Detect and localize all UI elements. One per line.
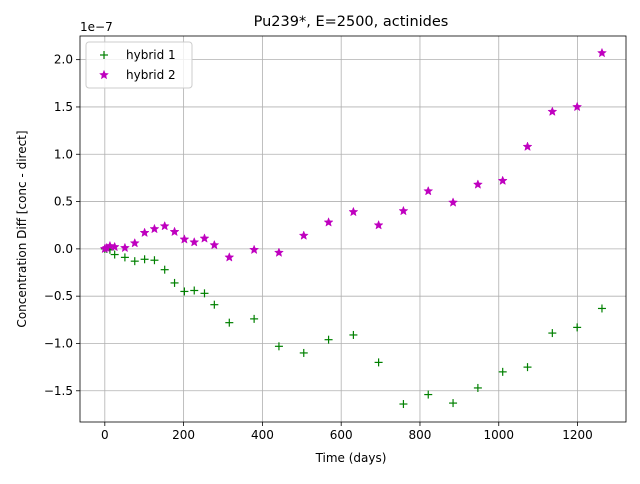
data-point <box>209 239 220 250</box>
data-point <box>189 236 200 247</box>
data-point <box>129 237 140 248</box>
x-tick-label: 0 <box>101 428 109 442</box>
y-tick-label: 2.0 <box>54 53 73 67</box>
data-point <box>119 242 130 253</box>
data-point <box>573 323 582 332</box>
data-point <box>130 257 139 266</box>
data-point <box>348 206 359 217</box>
data-point <box>398 205 409 216</box>
data-point <box>399 400 408 409</box>
data-point <box>139 227 150 238</box>
data-point <box>449 399 458 408</box>
data-point <box>159 220 170 231</box>
x-axis-label: Time (days) <box>315 451 387 465</box>
data-point <box>324 335 333 344</box>
data-point <box>597 304 606 313</box>
x-tick-label: 1000 <box>483 428 514 442</box>
data-point <box>200 289 209 298</box>
data-point <box>472 179 483 189</box>
data-point <box>349 330 358 339</box>
legend-frame <box>85 41 193 89</box>
data-point <box>149 223 160 234</box>
data-point <box>179 234 190 244</box>
data-point <box>104 240 115 251</box>
y-tick-label: 0.5 <box>54 195 73 209</box>
data-point <box>169 226 180 237</box>
data-point <box>497 175 508 186</box>
x-tick-label: 800 <box>409 428 432 442</box>
data-point <box>473 383 482 392</box>
series-2 <box>99 47 607 262</box>
y-tick-label: 0.0 <box>54 242 73 256</box>
x-tick-label: 400 <box>251 428 274 442</box>
legend-marker <box>100 51 108 59</box>
axes <box>79 35 627 423</box>
grid <box>80 36 626 422</box>
data-point <box>299 348 308 357</box>
data-point <box>199 233 210 243</box>
legend-marker <box>98 69 110 80</box>
y-axis-label: Concentration Diff [conc - direct] <box>15 130 29 327</box>
data-point <box>120 253 129 262</box>
legend: hybrid 1 hybrid 2 <box>85 41 193 89</box>
data-point <box>140 255 149 264</box>
data-point <box>572 101 583 112</box>
data-point <box>498 367 507 376</box>
data-point <box>249 244 260 255</box>
data-point <box>548 329 557 338</box>
x-tick-label: 200 <box>172 428 195 442</box>
data-point <box>298 230 309 240</box>
data-point <box>423 185 434 196</box>
data-point <box>374 358 383 367</box>
data-point <box>224 252 235 262</box>
data-point <box>109 241 120 252</box>
y-offset-label: 1e−7 <box>80 20 113 34</box>
chart-title: Pu239*, E=2500, actinides <box>254 14 449 30</box>
x-tick-label: 600 <box>330 428 353 442</box>
data-point <box>522 141 533 151</box>
plot-frame <box>79 35 627 423</box>
y-tick-label: 1.5 <box>54 100 73 114</box>
data-point <box>547 106 558 116</box>
data-point <box>160 265 169 274</box>
y-tick-label: −0.5 <box>44 289 73 303</box>
data-point <box>273 247 284 257</box>
data-point <box>596 47 607 58</box>
data-point <box>150 256 159 265</box>
data-point <box>323 217 334 227</box>
data-point <box>250 314 259 323</box>
data-point <box>448 197 459 207</box>
legend-label: hybrid 1 <box>126 48 176 62</box>
x-tick-label: 1200 <box>562 428 593 442</box>
legend-label: hybrid 2 <box>126 68 176 82</box>
data-point <box>274 342 283 351</box>
data-point <box>210 300 219 309</box>
marks <box>99 47 607 409</box>
data-point <box>523 363 532 372</box>
data-point <box>170 278 179 287</box>
data-point <box>190 286 199 295</box>
data-point <box>373 219 384 230</box>
data-point <box>225 318 234 327</box>
data-point <box>424 390 433 399</box>
ticks: 0 200 400 600 800 1000 1200 −1.5 −1.0 −0.5 0.0 0.5 1… <box>44 53 593 442</box>
y-tick-label: 1.0 <box>54 147 73 161</box>
data-point <box>110 250 119 259</box>
y-tick-label: −1.5 <box>44 384 73 398</box>
y-tick-label: −1.0 <box>44 336 73 350</box>
data-point <box>180 287 189 296</box>
